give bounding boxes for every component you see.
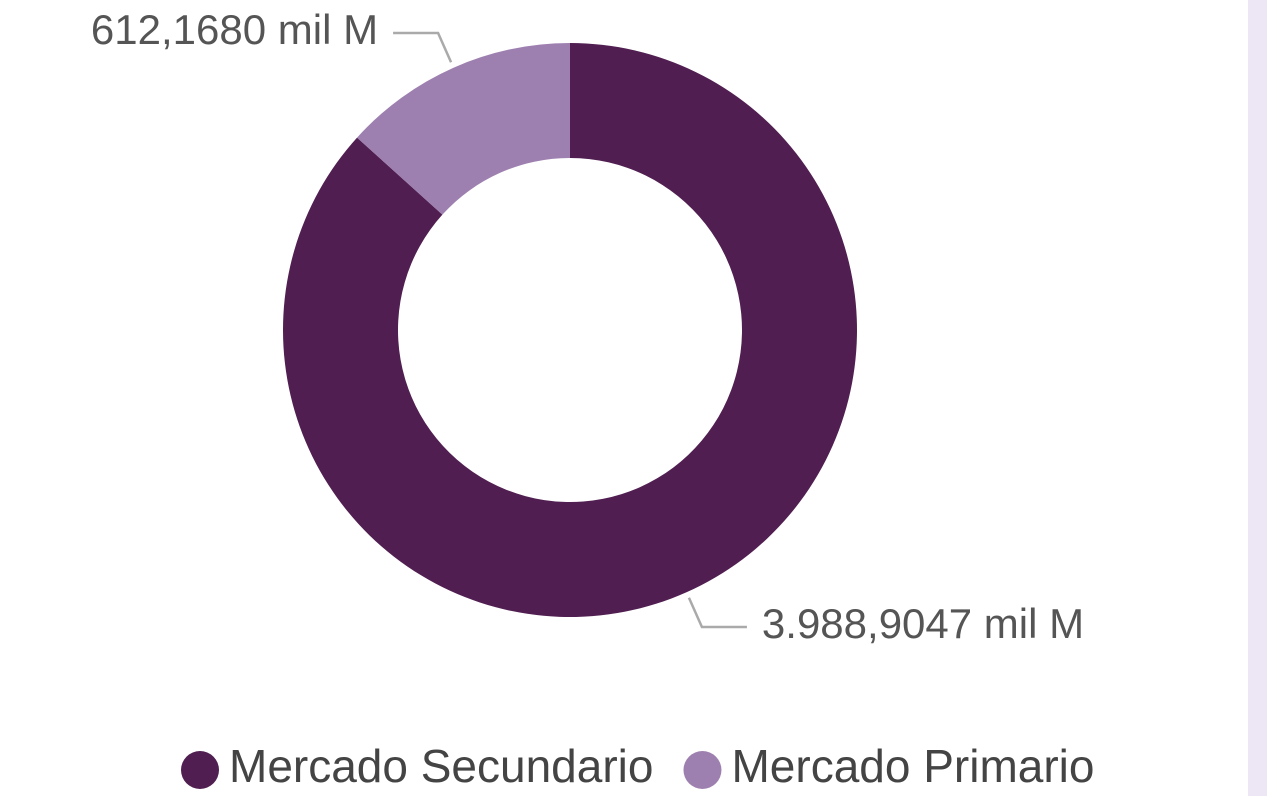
side-panel xyxy=(1248,0,1267,796)
donut-slice xyxy=(357,43,570,215)
data-label: 612,1680 mil M xyxy=(91,6,378,53)
legend-marker xyxy=(181,751,219,789)
data-label: 3.988,9047 mil M xyxy=(762,600,1084,647)
donut-slice xyxy=(282,43,858,617)
legend-label: Mercado Primario xyxy=(731,740,1094,792)
legend-label: Mercado Secundario xyxy=(229,740,653,792)
leader-line xyxy=(393,31,453,63)
leader-line xyxy=(687,597,747,629)
legend-marker xyxy=(683,751,722,789)
